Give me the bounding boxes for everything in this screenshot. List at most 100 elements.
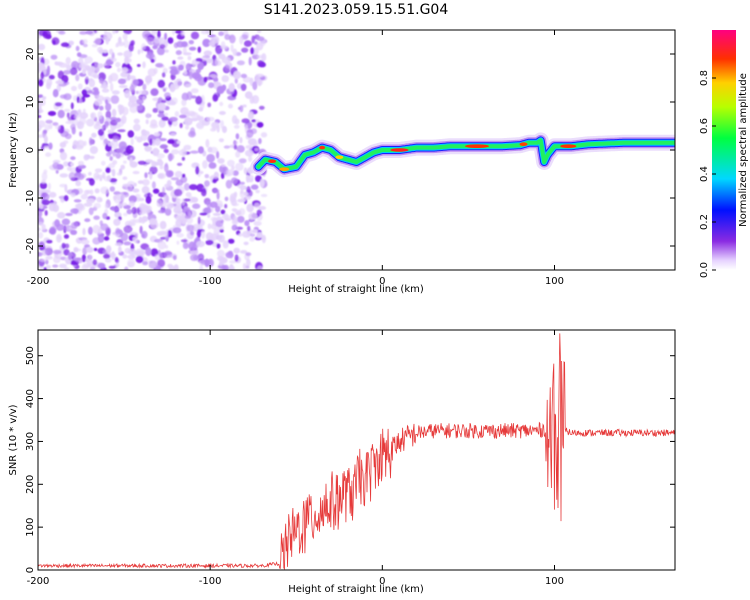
noise-speckle	[94, 188, 100, 194]
noise-speckle	[122, 176, 128, 180]
noise-speckle	[90, 113, 95, 119]
noise-speckle	[106, 245, 112, 254]
noise-speckle	[175, 198, 181, 203]
noise-speckle	[55, 124, 61, 130]
noise-speckle	[222, 258, 228, 263]
noise-speckle	[222, 240, 229, 249]
noise-speckle	[110, 169, 115, 173]
noise-speckle	[82, 247, 88, 256]
noise-speckle	[138, 95, 144, 99]
noise-speckle	[145, 75, 153, 84]
noise-speckle	[41, 223, 46, 231]
noise-speckle	[184, 214, 192, 219]
noise-speckle	[91, 44, 98, 48]
noise-speckle	[97, 63, 104, 69]
noise-speckle	[250, 47, 255, 55]
noise-speckle	[159, 164, 164, 170]
noise-speckle	[89, 178, 95, 186]
noise-speckle	[198, 146, 204, 154]
noise-speckle	[188, 40, 194, 45]
noise-speckle	[65, 120, 74, 125]
colorbar-tick-label: 0.2	[699, 214, 710, 230]
colorbar-tick-label: 0.0	[699, 262, 710, 278]
noise-speckle	[75, 173, 85, 180]
noise-speckle	[245, 189, 253, 198]
noise-speckle	[115, 152, 121, 159]
noise-speckle	[251, 54, 260, 60]
noise-speckle	[240, 250, 248, 254]
noise-speckle	[109, 140, 119, 149]
noise-speckle	[248, 212, 257, 221]
noise-speckle	[224, 196, 229, 202]
noise-speckle	[216, 216, 223, 222]
noise-speckle	[131, 206, 137, 215]
noise-speckle	[53, 256, 61, 264]
noise-speckle	[93, 247, 98, 252]
noise-speckle	[63, 195, 69, 202]
noise-speckle	[173, 188, 183, 197]
noise-speckle	[45, 82, 52, 90]
noise-speckle	[219, 164, 226, 174]
noise-speckle	[52, 159, 61, 164]
noise-speckle	[158, 109, 165, 115]
noise-speckle	[115, 117, 121, 123]
noise-speckle	[182, 217, 187, 224]
noise-speckle	[123, 241, 132, 246]
noise-speckle	[66, 112, 70, 119]
noise-speckle	[58, 263, 67, 269]
noise-speckle	[200, 30, 209, 35]
noise-speckle	[159, 220, 167, 230]
noise-speckle	[164, 208, 172, 216]
noise-speckle	[106, 175, 111, 182]
noise-speckle	[167, 263, 173, 268]
noise-speckle	[169, 83, 176, 93]
snr-ylabel: SNR (10 * v/v)	[8, 404, 19, 475]
noise-speckle	[158, 209, 166, 214]
noise-speckle	[195, 122, 204, 129]
noise-speckle	[135, 255, 144, 264]
y-tick-label: -10	[25, 190, 36, 206]
noise-speckle	[70, 192, 76, 198]
noise-speckle	[43, 245, 52, 249]
x-tick-label: 100	[545, 276, 564, 287]
noise-speckle	[197, 46, 202, 53]
noise-speckle	[181, 99, 187, 107]
noise-speckle	[151, 30, 157, 36]
noise-speckle	[81, 264, 89, 270]
noise-speckle	[166, 201, 174, 210]
noise-speckle	[92, 74, 99, 79]
noise-speckle	[127, 258, 136, 268]
noise-speckle	[172, 60, 176, 65]
noise-speckle	[188, 184, 198, 191]
noise-speckle	[102, 49, 108, 53]
noise-speckle	[63, 234, 70, 239]
noise-speckle	[185, 125, 190, 130]
noise-speckle	[125, 184, 133, 193]
noise-speckle	[112, 151, 117, 157]
noise-speckle	[164, 49, 169, 53]
noise-speckle	[164, 32, 168, 40]
noise-speckle	[207, 223, 212, 230]
noise-speckle	[126, 209, 133, 215]
noise-speckle	[109, 186, 116, 192]
y-tick-label: -20	[25, 238, 36, 254]
noise-speckle	[163, 148, 169, 154]
noise-speckle	[141, 130, 150, 136]
noise-speckle	[253, 221, 262, 226]
noise-speckle	[225, 179, 233, 189]
noise-speckle	[70, 162, 74, 167]
noise-speckle	[110, 57, 117, 62]
noise-speckle	[46, 239, 53, 244]
noise-speckle	[41, 172, 48, 181]
noise-speckle	[249, 95, 255, 104]
noise-speckle	[229, 34, 236, 44]
noise-speckle	[52, 162, 60, 170]
noise-speckle	[260, 132, 268, 138]
noise-speckle	[215, 46, 222, 56]
noise-speckle	[149, 171, 153, 180]
noise-speckle	[38, 252, 43, 257]
noise-speckle	[218, 31, 225, 36]
x-tick-label: 0	[379, 276, 385, 287]
noise-speckle	[218, 111, 226, 115]
noise-speckle	[190, 231, 195, 236]
